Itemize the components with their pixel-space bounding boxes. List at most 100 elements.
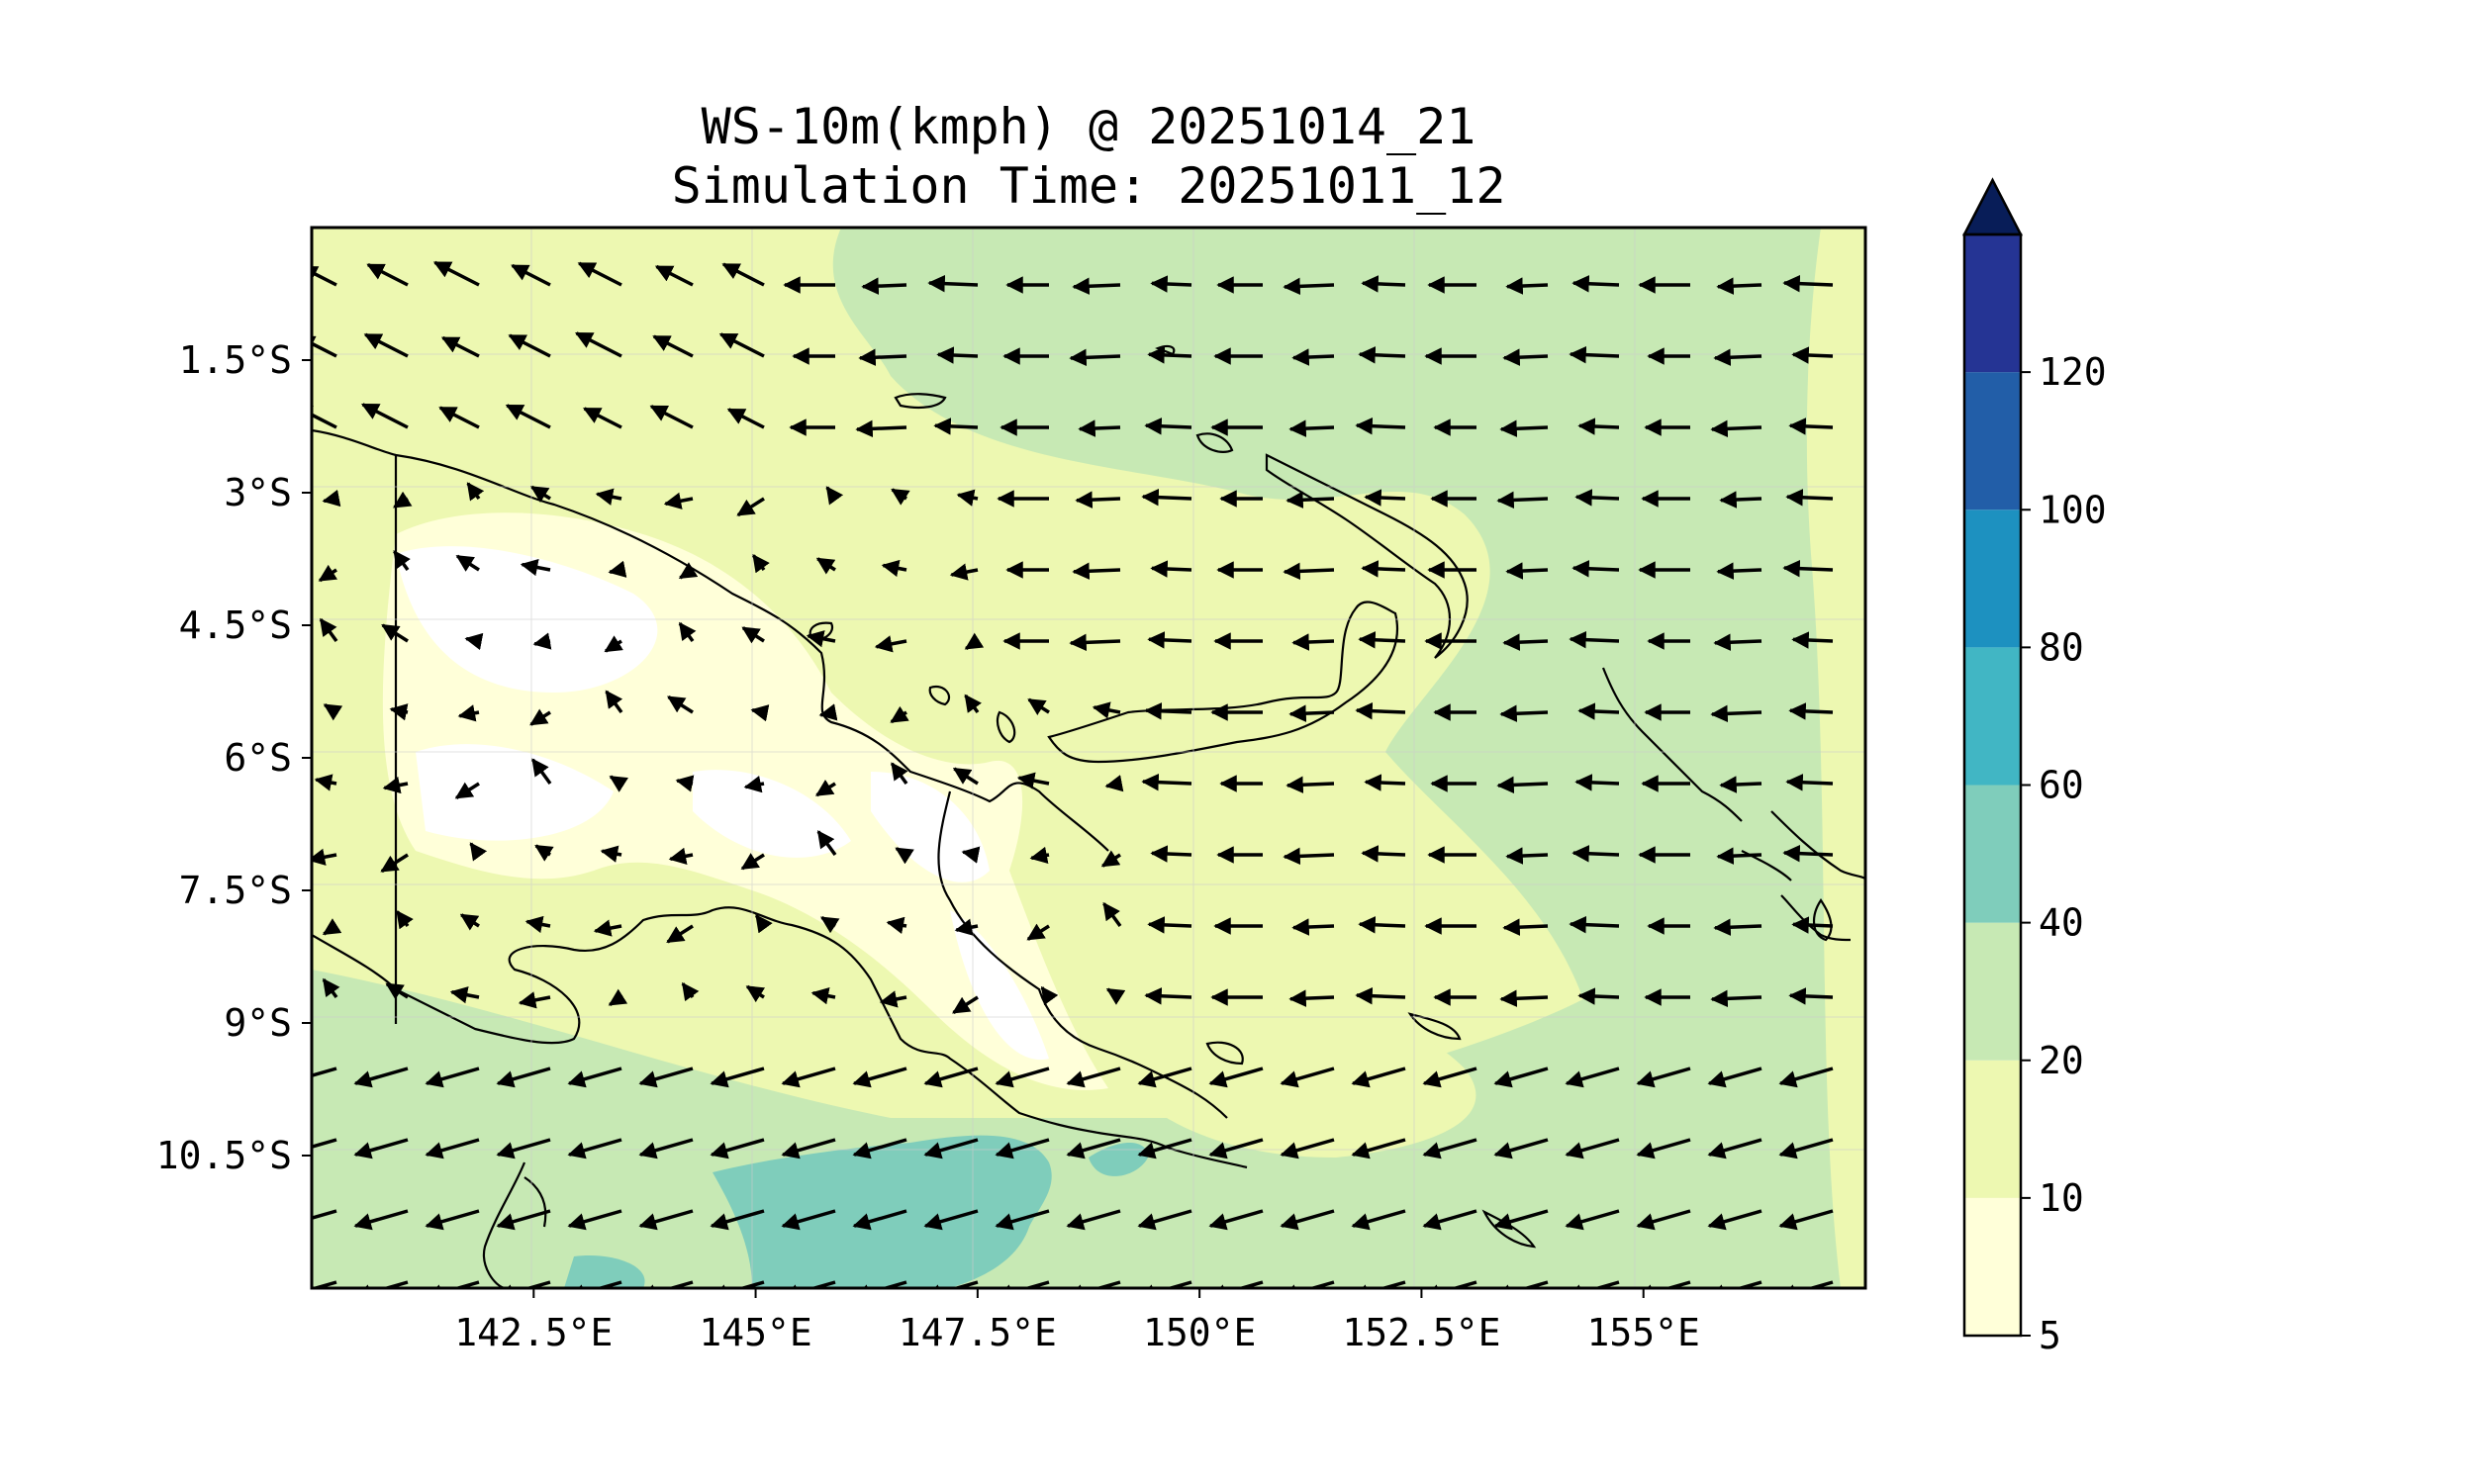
wind-arrow xyxy=(890,705,909,724)
wind-arrow xyxy=(710,1138,765,1159)
wind-arrow xyxy=(1505,847,1549,865)
wind-arrow xyxy=(949,563,979,581)
wind-arrow xyxy=(1710,704,1762,723)
strong-wind-spot xyxy=(1089,1143,1148,1176)
wind-arrow xyxy=(1499,989,1549,1007)
wind-arrow xyxy=(459,913,480,931)
wind-arrow xyxy=(1496,776,1549,794)
wind-arrow xyxy=(710,1280,765,1288)
wind-arrow xyxy=(1569,915,1620,934)
colorbar-label: 5 xyxy=(2039,1314,2061,1357)
colorbar-label: 40 xyxy=(2039,901,2084,945)
x-axis: 142.5°E 145°E 147.5°E 150°E 152.5°E 155°E xyxy=(454,1288,1700,1354)
wind-arrow xyxy=(529,708,551,726)
wind-arrow xyxy=(1355,701,1406,720)
wind-arrow xyxy=(1364,774,1406,791)
wind-arrow xyxy=(891,488,910,506)
wind-arrow xyxy=(393,491,413,510)
wind-arrow xyxy=(675,775,695,792)
wind-arrow xyxy=(1778,1067,1834,1088)
wind-arrow xyxy=(927,274,979,293)
wind-arrow xyxy=(380,853,409,874)
wind-arrow xyxy=(923,1067,979,1088)
wind-arrow xyxy=(353,1138,409,1159)
wind-arrow xyxy=(1016,772,1050,789)
wind-arrow xyxy=(605,690,623,714)
wind-arrow xyxy=(954,918,979,936)
wind-arrow xyxy=(609,775,629,792)
wind-arrow xyxy=(1069,633,1121,652)
wind-arrow xyxy=(353,1280,409,1288)
wind-arrow xyxy=(743,776,765,793)
wind-arrow xyxy=(923,1280,979,1288)
wind-arrow xyxy=(652,334,694,358)
wind-arrow xyxy=(524,915,551,934)
wind-arrow xyxy=(1505,277,1549,295)
wind-arrow xyxy=(1078,419,1121,437)
wind-arrow xyxy=(1707,1138,1762,1159)
wind-arrow xyxy=(1291,348,1335,366)
wind-arrow xyxy=(638,1067,694,1088)
wind-arrow xyxy=(781,1280,836,1288)
wind-arrow xyxy=(1104,775,1124,792)
wind-arrow xyxy=(879,990,907,1008)
wind-arrow xyxy=(1707,1209,1762,1231)
wind-arrow xyxy=(750,704,770,722)
wind-arrow xyxy=(1636,1280,1691,1288)
wind-arrow xyxy=(1288,419,1335,437)
wind-arrow xyxy=(1577,702,1620,720)
wind-arrow xyxy=(825,486,844,506)
wind-arrow xyxy=(1137,1209,1192,1231)
wind-arrow xyxy=(363,332,409,358)
wind-arrow xyxy=(366,263,409,287)
wind-arrow xyxy=(1288,989,1335,1007)
colorbar-extend-arrow xyxy=(1961,177,2024,236)
wind-arrow xyxy=(1422,1067,1477,1088)
wind-arrow xyxy=(600,845,622,863)
y-tick-label: 6°S xyxy=(224,736,292,780)
wind-arrow xyxy=(1785,774,1834,791)
wind-arrow xyxy=(520,558,551,577)
wind-arrow xyxy=(881,559,907,578)
y-tick-label: 7.5°S xyxy=(179,869,292,912)
wind-arrow xyxy=(322,489,341,508)
wind-arrow xyxy=(449,986,480,1004)
wind-arrow xyxy=(1778,1138,1834,1159)
wind-arrow xyxy=(754,914,773,934)
wind-arrow xyxy=(312,335,337,358)
wind-arrow xyxy=(1144,987,1192,1005)
wind-arrow xyxy=(741,626,765,644)
wind-arrow xyxy=(577,261,622,287)
wind-arrow xyxy=(1283,562,1335,581)
wind-arrow xyxy=(956,489,979,507)
wind-arrow xyxy=(1280,1209,1335,1231)
wind-arrow xyxy=(1150,845,1192,863)
wind-arrow xyxy=(1571,275,1620,293)
wind-arrow xyxy=(1496,491,1549,510)
colorbar-label: 10 xyxy=(2039,1176,2084,1220)
colorbar-label: 60 xyxy=(2039,764,2084,807)
wind-arrow xyxy=(638,1209,694,1231)
y-tick-label: 1.5°S xyxy=(179,338,292,382)
wind-arrow xyxy=(382,776,409,794)
x-tick-label: 142.5°E xyxy=(454,1311,613,1354)
wind-arrow xyxy=(1358,346,1406,364)
wind-arrow xyxy=(534,844,554,862)
wind-arrow xyxy=(457,704,480,722)
wind-arrow xyxy=(1137,1067,1192,1088)
wind-arrow xyxy=(1208,1067,1264,1088)
wind-arrow xyxy=(1493,1138,1549,1159)
wind-arrow xyxy=(781,1138,836,1159)
x-tick-label: 145°E xyxy=(699,1311,811,1354)
wind-arrow xyxy=(995,1138,1050,1159)
wind-arrow xyxy=(1719,776,1762,793)
wind-arrow xyxy=(505,404,551,429)
title-line1: WS-10m(kmph) @ 20251014_21 xyxy=(702,98,1476,155)
wind-arrow xyxy=(936,346,979,364)
wind-arrow xyxy=(1280,1067,1335,1088)
wind-arrow xyxy=(1208,1138,1264,1159)
wind-arrow xyxy=(1499,704,1549,722)
wind-arrow xyxy=(318,564,338,583)
wind-arrow xyxy=(1782,844,1834,863)
